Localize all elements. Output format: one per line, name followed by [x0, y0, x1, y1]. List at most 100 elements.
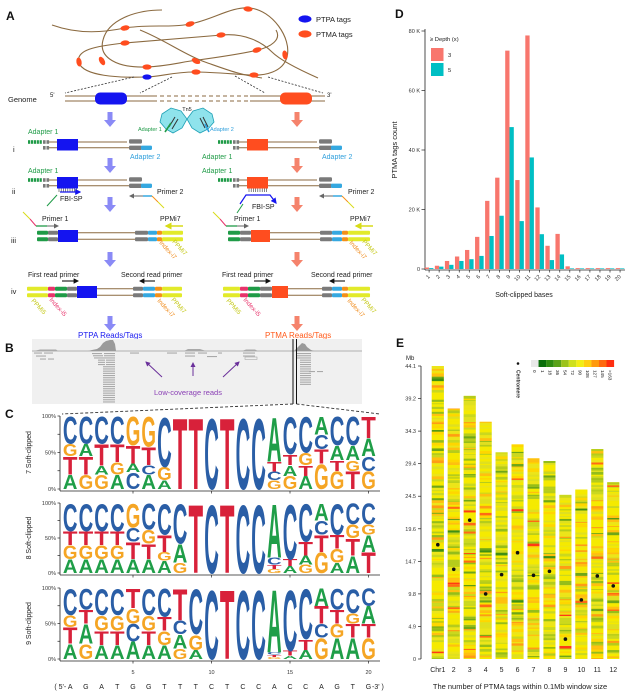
density-stripe: [447, 621, 460, 623]
logo-letter-C: C: [126, 619, 141, 646]
density-stripe: [479, 529, 492, 532]
logo-letter-A: A: [79, 556, 94, 578]
density-stripe: [591, 638, 604, 642]
green-segment: [55, 286, 67, 291]
density-stripe: [559, 520, 572, 524]
tag-block: [77, 286, 97, 298]
density-stripe: [447, 504, 460, 507]
adapter1-end: [46, 146, 50, 150]
logo-letter-G: G: [173, 646, 188, 663]
density-stripe: [463, 425, 476, 428]
density-stripe: [607, 576, 620, 579]
aligned-read: [106, 361, 115, 363]
density-stripe: [479, 534, 492, 537]
density-stripe: [511, 458, 524, 460]
density-stripe: [511, 610, 524, 613]
adapter1-segment: [226, 140, 229, 144]
logo-letter-G: G: [267, 478, 282, 492]
density-stripe: [431, 473, 444, 477]
density-stripe: [495, 589, 508, 592]
logo-letter-G: G: [63, 542, 78, 564]
adapter1-segment: [30, 140, 34, 144]
density-stripe: [575, 493, 588, 495]
density-stripe: [607, 501, 620, 504]
density-stripe: [495, 566, 508, 568]
density-stripe: [575, 641, 588, 643]
density-stripe: [447, 611, 460, 613]
aligned-read: [130, 352, 139, 354]
density-stripe: [495, 526, 508, 529]
density-stripe: [479, 446, 492, 450]
density-stripe: [543, 590, 556, 594]
density-stripe: [607, 508, 620, 511]
gray-segment: [135, 230, 148, 235]
density-stripe: [543, 587, 556, 589]
density-stripe: [431, 455, 444, 458]
gray-segment: [133, 286, 143, 291]
density-stripe: [479, 526, 492, 530]
density-stripe: [543, 540, 556, 544]
density-stripe: [463, 471, 476, 475]
density-stripe: [591, 488, 604, 491]
density-stripe: [607, 586, 620, 590]
density-stripe: [607, 636, 620, 639]
density-stripe: [431, 381, 444, 384]
density-stripe: [431, 422, 444, 425]
density-stripe: [431, 546, 444, 549]
density-stripe: [527, 476, 540, 478]
density-stripe: [495, 479, 508, 481]
green-segment: [228, 230, 240, 235]
orange-segment: [155, 286, 162, 291]
density-stripe: [447, 434, 460, 437]
density-stripe: [479, 459, 492, 462]
logo-letter-A: A: [141, 556, 156, 578]
aligned-read: [244, 356, 258, 360]
density-stripe: [431, 525, 444, 528]
density-stripe: [431, 592, 444, 596]
density-stripe: [511, 498, 524, 500]
density-stripe: [431, 390, 444, 393]
gray-segment: [260, 293, 272, 298]
density-stripe: [479, 554, 492, 556]
logo-letter-A: A: [267, 572, 282, 671]
chromosome-label: Chr1: [430, 667, 445, 674]
density-stripe: [447, 624, 460, 628]
density-stripe: [431, 463, 444, 466]
density-stripe: [431, 411, 444, 414]
density-stripe: [575, 577, 588, 580]
density-stripe: [591, 549, 604, 552]
lblue-segment: [332, 286, 342, 291]
density-stripe: [447, 429, 460, 431]
logo-y-tick-label: 100%: [42, 586, 56, 592]
logo-letter-A: A: [189, 648, 204, 663]
density-stripe: [543, 505, 556, 509]
density-stripe: [511, 540, 524, 543]
tn5-transposase: Tn5 Adapter 1 Adapter 2: [138, 107, 234, 134]
density-stripe: [527, 642, 540, 645]
density-stripe: [591, 625, 604, 629]
density-stripe: [575, 511, 588, 514]
density-stripe: [447, 644, 460, 647]
density-stripe: [543, 619, 556, 622]
density-stripe: [495, 555, 508, 558]
density-stripe: [431, 560, 444, 562]
bar-series-5: [509, 127, 514, 269]
logo-letter-G: G: [361, 466, 376, 495]
density-stripe: [479, 588, 492, 591]
density-stripe: [495, 632, 508, 634]
gray-segment: [260, 286, 272, 291]
density-stripe: [431, 621, 444, 623]
density-stripe: [543, 579, 556, 581]
density-stripe: [463, 533, 476, 536]
green-segment: [248, 293, 260, 298]
logo-letter-A: A: [157, 478, 172, 492]
logo-letter-C: C: [236, 484, 251, 593]
density-stripe: [463, 560, 476, 563]
logo-letter-G: G: [110, 542, 125, 564]
density-stripe: [527, 566, 540, 569]
e-y-tick-label: 19.6: [405, 527, 416, 533]
density-stripe: [463, 456, 476, 459]
density-stripe: [591, 649, 604, 652]
logo-letter-A: A: [283, 655, 298, 660]
density-stripe: [527, 505, 540, 509]
